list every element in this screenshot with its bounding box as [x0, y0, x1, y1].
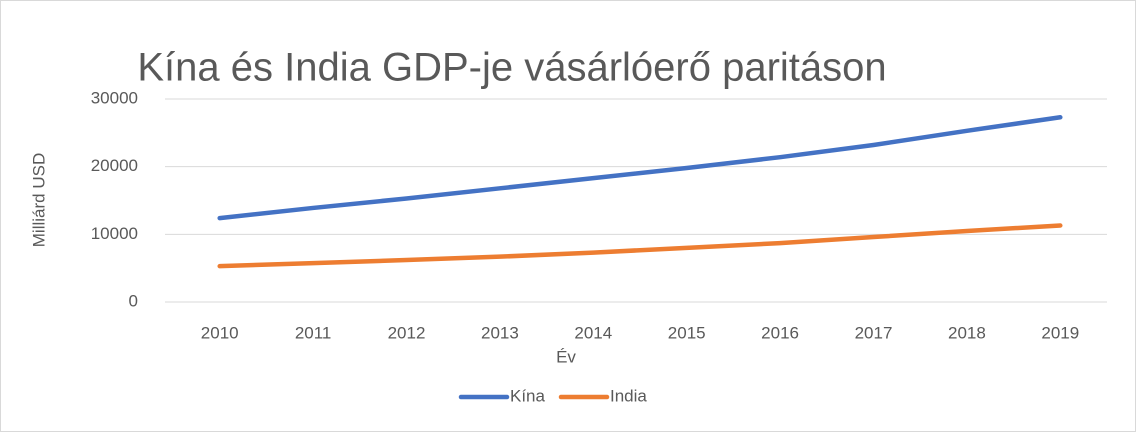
- x-tick-label: 2017: [855, 323, 893, 342]
- chart-title: Kína és India GDP-je vásárlóerő paritáso…: [137, 46, 886, 90]
- y-tick-label: 20000: [91, 156, 138, 175]
- data-line: [217, 223, 1063, 269]
- x-axis-label: Év: [556, 347, 576, 366]
- x-tick-label: 2013: [481, 323, 519, 342]
- x-tick-label: 2010: [201, 323, 239, 342]
- y-tick-label: 30000: [91, 88, 138, 107]
- data-line: [217, 115, 1063, 221]
- x-tick-label: 2012: [388, 323, 426, 342]
- legend-label: India: [610, 386, 647, 405]
- y-axis-label: Milliárd USD: [29, 153, 48, 247]
- x-tick-label: 2011: [295, 323, 332, 342]
- x-tick-label: 2014: [574, 323, 612, 342]
- x-tick-label: 2016: [761, 323, 799, 342]
- x-tick-label: 2018: [948, 323, 986, 342]
- x-tick-label: 2019: [1041, 323, 1079, 342]
- y-tick-label: 0: [129, 291, 138, 310]
- legend-label: Kína: [510, 386, 546, 405]
- y-tick-label: 10000: [91, 224, 138, 243]
- x-tick-label: 2015: [668, 323, 706, 342]
